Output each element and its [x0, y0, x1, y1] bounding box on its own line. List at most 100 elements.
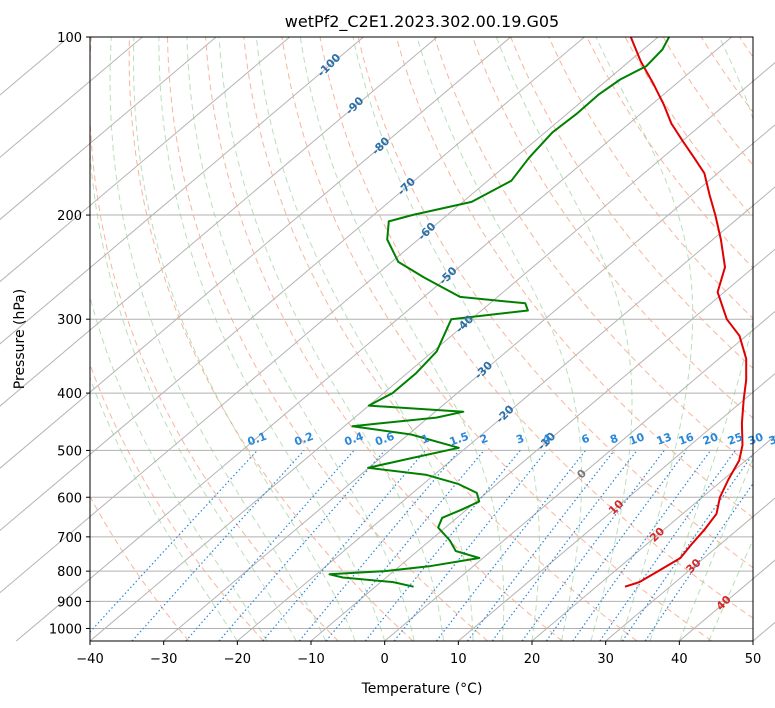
mixing-ratio-label: 36 [767, 430, 775, 448]
background-lines-layer [90, 37, 753, 641]
isotherm-line [310, 248, 775, 642]
isotherm-line [236, 186, 775, 642]
x-tick-label: 0 [381, 652, 389, 667]
mixing-ratio-label: 25 [726, 430, 745, 447]
dry-adiabat-line [319, 37, 753, 619]
moist-adiabat-line [416, 37, 583, 641]
moist-adiabat-line [90, 37, 297, 641]
mixing-ratio-label: 0.6 [373, 430, 396, 449]
chart-title: wetPf2_C2E1.2023.302.00.19.G05 [285, 12, 559, 32]
x-tick-label: 50 [745, 652, 762, 667]
moist-adiabat-line [352, 37, 540, 641]
mixing-ratio-line [393, 450, 548, 641]
x-tick-label: 10 [450, 652, 467, 667]
dry-adiabat-line [662, 37, 753, 166]
isotherm-line [0, 36, 143, 158]
isotherm-line [0, 36, 364, 345]
moist-adiabat-line [595, 37, 694, 641]
isotherm-line [0, 36, 291, 283]
y-tick-label: 500 [57, 444, 82, 459]
mixing-ratio-line [262, 450, 426, 641]
mixing-ratio-label: 20 [701, 430, 720, 448]
mixing-ratio-line [90, 449, 258, 633]
moist-adiabat-line [495, 37, 633, 641]
dry-adiabat-line [433, 37, 753, 469]
x-tick-label: 30 [597, 652, 614, 667]
mixing-ratio-line [131, 449, 305, 641]
dry-adiabat-line [395, 37, 753, 519]
mixing-ratio-label: 2 [478, 432, 490, 447]
mixing-ratio-line [435, 450, 587, 641]
mixing-ratio-line [364, 450, 521, 641]
mixing-ratio-label: 30 [746, 430, 765, 448]
y-tick-label: 900 [57, 595, 82, 610]
moist-adiabat-line [299, 37, 505, 641]
moist-adiabat-line [255, 37, 474, 641]
mixing-ratio-line [298, 450, 460, 641]
dewpoint-profile [328, 37, 670, 588]
y-tick-label: 700 [57, 531, 82, 546]
y-tick-label: 800 [57, 565, 82, 580]
dry-adiabat-line [281, 37, 712, 641]
mixing-ratio-label: 1.5 [448, 430, 471, 449]
moist-adiabat-line [186, 37, 415, 641]
isotherm-line [0, 36, 585, 532]
x-tick-label: 40 [671, 652, 688, 667]
mixing-ratio-label: 10 [627, 430, 646, 448]
mixing-ratio-label: 4 [541, 432, 553, 447]
mixing-ratio-label: 6 [580, 432, 592, 447]
y-tick-label: 400 [57, 387, 82, 402]
y-tick-label: 1000 [49, 622, 82, 637]
isotherm-line [15, 36, 733, 642]
mixing-ratio-label: 3 [514, 432, 526, 447]
isotherm-line [0, 36, 217, 221]
y-tick-label: 100 [57, 31, 82, 46]
moist-adiabat-line [133, 37, 356, 641]
temperature-profile [624, 37, 748, 588]
isotherm-line [605, 497, 775, 642]
x-tick-label: −40 [76, 652, 103, 667]
dry-adiabat-line [357, 37, 753, 569]
mixing-ratio-line [545, 450, 687, 641]
moist-adiabat-line [218, 37, 445, 641]
mixing-ratio-label: 16 [677, 430, 696, 448]
isotherm-line [163, 124, 775, 642]
mixing-ratio-line [572, 450, 712, 641]
isotherm-line [0, 36, 438, 407]
mixing-ratio-label: 1 [419, 432, 431, 447]
mixing-ratio-line [467, 450, 615, 641]
mixing-ratio-label: 0.2 [293, 430, 316, 449]
y-tick-label: 600 [57, 491, 82, 506]
mixing-ratio-label: 0.4 [343, 430, 366, 449]
mixing-ratio-label: 13 [655, 430, 674, 447]
plot-frame [89, 36, 754, 642]
dry-adiabat-line [90, 495, 190, 641]
mixing-ratio-label: 0.1 [246, 430, 269, 449]
x-tick-label: −10 [297, 652, 324, 667]
x-tick-label: −20 [224, 652, 251, 667]
x-tick-label: 20 [524, 652, 541, 667]
y-tick-label: 200 [57, 209, 82, 224]
dry-adiabat-line [510, 37, 753, 369]
data-layer [328, 37, 748, 588]
x-axis-title: Temperature (°C) [361, 681, 483, 697]
isotherm-line [384, 310, 775, 642]
x-tick-label: −30 [150, 652, 177, 667]
y-tick-label: 300 [57, 313, 82, 328]
y-axis-title: Pressure (hPa) [12, 289, 28, 389]
mixing-ratio-label: 8 [608, 432, 620, 447]
mixing-ratio-line [599, 450, 736, 641]
isotherm-line [0, 36, 512, 469]
moist-adiabat-line [90, 294, 268, 641]
moist-adiabat-line [109, 37, 327, 641]
dry-adiabat-line [167, 37, 488, 641]
dry-adiabat-line [90, 37, 339, 641]
isotherm-line [89, 62, 775, 642]
isotherm-line [0, 36, 659, 594]
dry-adiabat-line [586, 37, 753, 269]
mixing-ratio-line [325, 450, 485, 641]
moist-adiabat-line [158, 37, 386, 641]
